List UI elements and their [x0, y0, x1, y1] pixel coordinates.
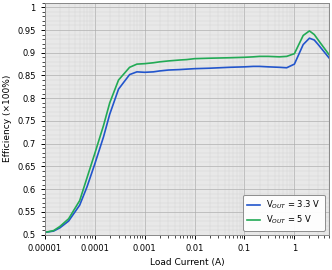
V$_{OUT}$ = 5 V [242, 56, 246, 59]
V$_{OUT}$ = 3.3 V [158, 69, 162, 73]
V$_{OUT}$ = 3.3 V [285, 66, 289, 69]
Y-axis label: Efficiency (×100%): Efficiency (×100%) [3, 75, 12, 162]
V$_{OUT}$ = 5 V [301, 34, 305, 37]
V$_{OUT}$ = 3.3 V [277, 66, 281, 69]
V$_{OUT}$ = 5 V [285, 55, 289, 58]
V$_{OUT}$ = 5 V [85, 176, 89, 180]
V$_{OUT}$ = 5 V [227, 56, 231, 59]
V$_{OUT}$ = 3.3 V [143, 71, 147, 74]
V$_{OUT}$ = 5 V [158, 60, 162, 63]
V$_{OUT}$ = 3.3 V [85, 185, 89, 188]
V$_{OUT}$ = 5 V [151, 61, 155, 64]
V$_{OUT}$ = 3.3 V [208, 67, 211, 70]
V$_{OUT}$ = 5 V [143, 62, 147, 65]
V$_{OUT}$ = 3.3 V [93, 163, 97, 166]
V$_{OUT}$ = 3.3 V [292, 62, 296, 66]
V$_{OUT}$ = 5 V [258, 55, 262, 58]
V$_{OUT}$ = 3.3 V [51, 230, 55, 233]
V$_{OUT}$ = 5 V [135, 62, 139, 66]
V$_{OUT}$ = 3.3 V [307, 36, 311, 40]
V$_{OUT}$ = 3.3 V [102, 135, 106, 139]
V$_{OUT}$ = 5 V [51, 229, 55, 232]
V$_{OUT}$ = 5 V [117, 78, 121, 82]
V$_{OUT}$ = 5 V [58, 225, 62, 228]
V$_{OUT}$ = 5 V [307, 29, 311, 32]
V$_{OUT}$ = 3.3 V [312, 38, 316, 42]
V$_{OUT}$ = 5 V [102, 124, 106, 127]
V$_{OUT}$ = 3.3 V [327, 57, 331, 60]
Line: V$_{OUT}$ = 3.3 V: V$_{OUT}$ = 3.3 V [45, 38, 329, 232]
X-axis label: Load Current (A): Load Current (A) [150, 258, 224, 267]
V$_{OUT}$ = 5 V [185, 58, 189, 61]
V$_{OUT}$ = 5 V [43, 231, 47, 234]
V$_{OUT}$ = 5 V [292, 52, 296, 55]
V$_{OUT}$ = 5 V [108, 101, 112, 104]
V$_{OUT}$ = 3.3 V [117, 87, 121, 91]
Line: V$_{OUT}$ = 5 V: V$_{OUT}$ = 5 V [45, 31, 329, 232]
V$_{OUT}$ = 3.3 V [251, 65, 255, 68]
V$_{OUT}$ = 3.3 V [193, 67, 197, 70]
V$_{OUT}$ = 5 V [312, 33, 316, 36]
V$_{OUT}$ = 3.3 V [316, 43, 320, 46]
V$_{OUT}$ = 3.3 V [67, 220, 71, 223]
V$_{OUT}$ = 3.3 V [178, 68, 182, 71]
V$_{OUT}$ = 3.3 V [151, 70, 155, 73]
V$_{OUT}$ = 3.3 V [242, 65, 246, 69]
Legend: V$_{OUT}$ = 3.3 V, V$_{OUT}$ = 5 V: V$_{OUT}$ = 3.3 V, V$_{OUT}$ = 5 V [243, 195, 325, 231]
V$_{OUT}$ = 3.3 V [227, 66, 231, 69]
V$_{OUT}$ = 3.3 V [301, 43, 305, 46]
V$_{OUT}$ = 3.3 V [127, 73, 131, 76]
V$_{OUT}$ = 5 V [208, 57, 211, 60]
V$_{OUT}$ = 3.3 V [266, 65, 270, 69]
V$_{OUT}$ = 3.3 V [135, 70, 139, 73]
V$_{OUT}$ = 5 V [277, 55, 281, 59]
V$_{OUT}$ = 5 V [327, 53, 331, 57]
V$_{OUT}$ = 3.3 V [108, 113, 112, 116]
V$_{OUT}$ = 3.3 V [43, 231, 47, 234]
V$_{OUT}$ = 3.3 V [58, 226, 62, 230]
V$_{OUT}$ = 5 V [67, 217, 71, 220]
V$_{OUT}$ = 5 V [127, 66, 131, 69]
V$_{OUT}$ = 5 V [178, 58, 182, 62]
V$_{OUT}$ = 3.3 V [78, 204, 82, 207]
V$_{OUT}$ = 5 V [251, 55, 255, 59]
V$_{OUT}$ = 5 V [316, 38, 320, 42]
V$_{OUT}$ = 5 V [266, 55, 270, 58]
V$_{OUT}$ = 5 V [166, 59, 170, 63]
V$_{OUT}$ = 5 V [78, 199, 82, 202]
V$_{OUT}$ = 3.3 V [166, 68, 170, 72]
V$_{OUT}$ = 5 V [193, 57, 197, 60]
V$_{OUT}$ = 3.3 V [258, 65, 262, 68]
V$_{OUT}$ = 3.3 V [185, 68, 189, 71]
V$_{OUT}$ = 5 V [93, 152, 97, 155]
